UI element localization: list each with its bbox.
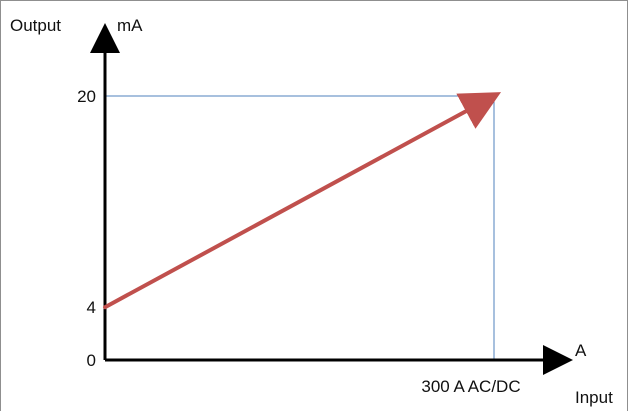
chart-axes xyxy=(90,23,573,375)
chart-guides xyxy=(105,95,495,360)
y-tick-label-0: 0 xyxy=(87,351,96,370)
x-axis-unit-label: A xyxy=(575,341,587,360)
chart-series xyxy=(103,92,502,310)
chart-labels: Output mA A Input 0 4 20 300 A AC/DC xyxy=(10,16,613,407)
y-tick-label-4: 4 xyxy=(87,298,96,317)
output-label: Output xyxy=(10,16,61,35)
x-tick-label-300-a-ac-dc: 300 A AC/DC xyxy=(421,377,520,396)
y-tick-label-20: 20 xyxy=(77,87,96,106)
output-series-line xyxy=(103,92,502,310)
y-axis-unit-label: mA xyxy=(117,16,143,35)
input-label: Input xyxy=(575,388,613,407)
